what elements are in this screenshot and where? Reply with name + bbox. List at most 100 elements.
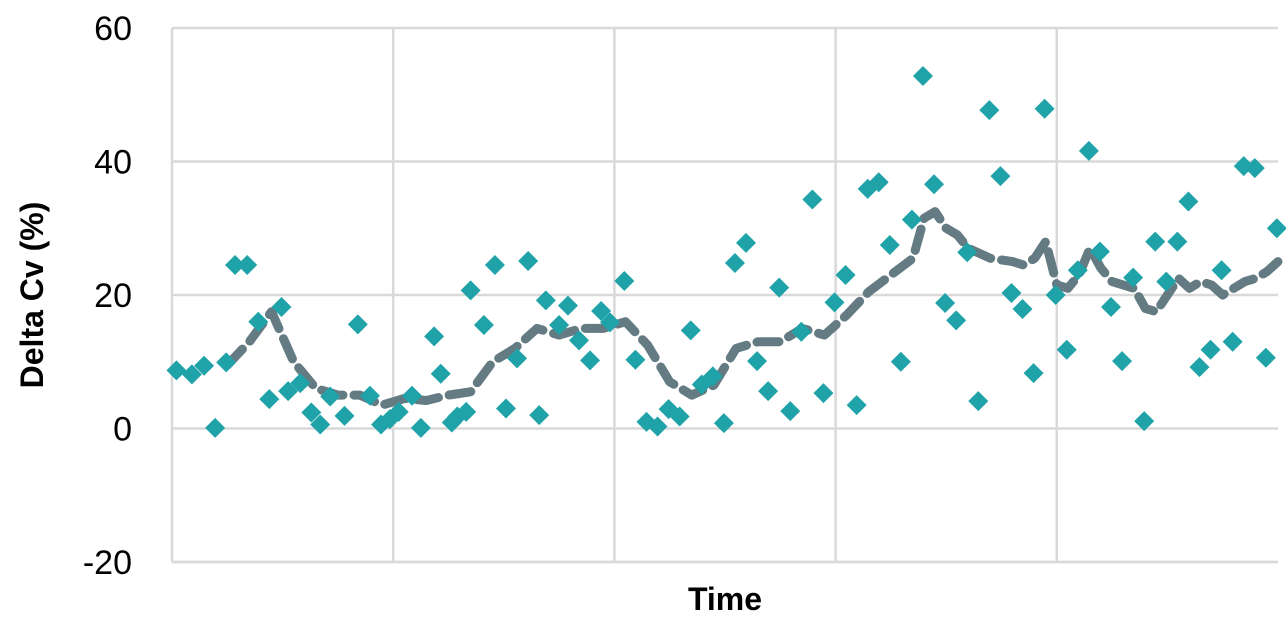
data-point-36 — [549, 315, 570, 336]
data-point-92 — [1167, 231, 1188, 252]
data-point-10 — [278, 381, 299, 402]
data-point-51 — [713, 413, 734, 434]
data-point-11 — [290, 373, 311, 394]
y-tick-label-2: 20 — [94, 277, 132, 315]
data-point-9 — [271, 297, 292, 318]
data-point-37 — [557, 295, 578, 316]
tick-label-layer: -20 0 20 40 60 — [83, 10, 132, 582]
data-point-41 — [599, 312, 620, 333]
y-tick-label-0: -20 — [83, 544, 132, 582]
y-tick-label-3: 40 — [94, 144, 132, 182]
data-point-21 — [402, 385, 423, 406]
data-point-23 — [424, 326, 445, 347]
data-point-63 — [846, 395, 867, 416]
data-point-50 — [702, 366, 723, 387]
y-tick-label-1: 0 — [113, 411, 132, 449]
data-point-85 — [1089, 241, 1110, 262]
data-point-57 — [780, 401, 801, 422]
data-point-28 — [460, 280, 481, 301]
data-point-31 — [496, 398, 517, 419]
y-tick-label-4: 60 — [94, 10, 132, 48]
data-point-42 — [614, 270, 635, 291]
data-point-75 — [979, 100, 1000, 121]
grid-layer — [172, 26, 1278, 564]
data-point-97 — [1222, 331, 1243, 352]
data-point-7 — [248, 311, 269, 332]
data-point-74 — [968, 391, 989, 412]
data-point-52 — [724, 252, 745, 273]
data-point-99 — [1244, 158, 1265, 179]
data-point-67 — [890, 351, 911, 372]
data-point-3 — [205, 417, 226, 438]
data-point-83 — [1067, 260, 1088, 281]
data-point-71 — [935, 293, 956, 314]
data-point-70 — [924, 174, 945, 195]
data-point-22 — [410, 417, 431, 438]
data-points-layer — [166, 66, 1286, 438]
trend-line — [222, 207, 1283, 410]
data-point-100 — [1255, 347, 1276, 368]
data-point-34 — [529, 405, 550, 426]
data-point-13 — [310, 414, 331, 435]
x-axis-title: Time — [688, 581, 762, 617]
data-point-77 — [1001, 282, 1022, 303]
data-point-79 — [1023, 363, 1044, 384]
data-point-82 — [1056, 339, 1077, 360]
data-point-68 — [901, 209, 922, 230]
data-point-27 — [456, 401, 477, 422]
data-point-69 — [912, 66, 933, 87]
data-point-78 — [1012, 299, 1033, 320]
data-point-66 — [879, 234, 900, 255]
data-point-84 — [1078, 140, 1099, 161]
data-point-45 — [647, 416, 668, 437]
data-point-58 — [791, 321, 812, 342]
data-point-43 — [625, 349, 646, 370]
data-point-73 — [957, 242, 978, 263]
data-point-8 — [259, 389, 280, 410]
data-point-24 — [430, 363, 451, 384]
data-point-56 — [769, 277, 790, 298]
data-point-86 — [1100, 297, 1121, 318]
y-axis-title: Delta Cv (%) — [14, 202, 50, 389]
data-point-40 — [591, 301, 612, 322]
data-point-88 — [1123, 267, 1144, 288]
data-point-32 — [507, 348, 528, 369]
data-point-72 — [946, 310, 967, 331]
data-point-81 — [1045, 285, 1066, 305]
data-point-54 — [747, 351, 768, 372]
data-point-80 — [1034, 98, 1055, 119]
data-point-20 — [388, 401, 409, 422]
data-point-59 — [802, 189, 823, 210]
data-point-101 — [1266, 218, 1286, 239]
data-point-4 — [216, 352, 237, 373]
data-point-62 — [835, 264, 856, 285]
data-point-5 — [225, 254, 246, 275]
data-point-95 — [1200, 339, 1221, 360]
data-point-91 — [1156, 271, 1177, 292]
data-point-33 — [518, 250, 539, 271]
axis-layer — [170, 28, 1278, 564]
data-point-12 — [301, 402, 322, 423]
data-point-89 — [1134, 411, 1155, 432]
data-point-2 — [194, 355, 215, 376]
data-point-93 — [1178, 191, 1199, 212]
data-point-55 — [758, 381, 779, 402]
data-point-6 — [237, 254, 258, 275]
trend-line-layer — [222, 207, 1283, 410]
data-point-17 — [359, 385, 380, 406]
data-point-48 — [680, 320, 701, 341]
data-point-90 — [1145, 231, 1166, 252]
data-point-0 — [166, 360, 187, 381]
data-point-1 — [181, 364, 202, 385]
data-point-29 — [473, 315, 494, 336]
data-point-94 — [1189, 357, 1210, 378]
data-point-47 — [669, 406, 690, 427]
data-point-16 — [347, 314, 368, 335]
data-point-65 — [868, 172, 889, 193]
data-point-39 — [580, 350, 601, 371]
data-point-35 — [535, 290, 556, 311]
data-point-60 — [813, 383, 834, 404]
data-point-76 — [990, 166, 1011, 187]
